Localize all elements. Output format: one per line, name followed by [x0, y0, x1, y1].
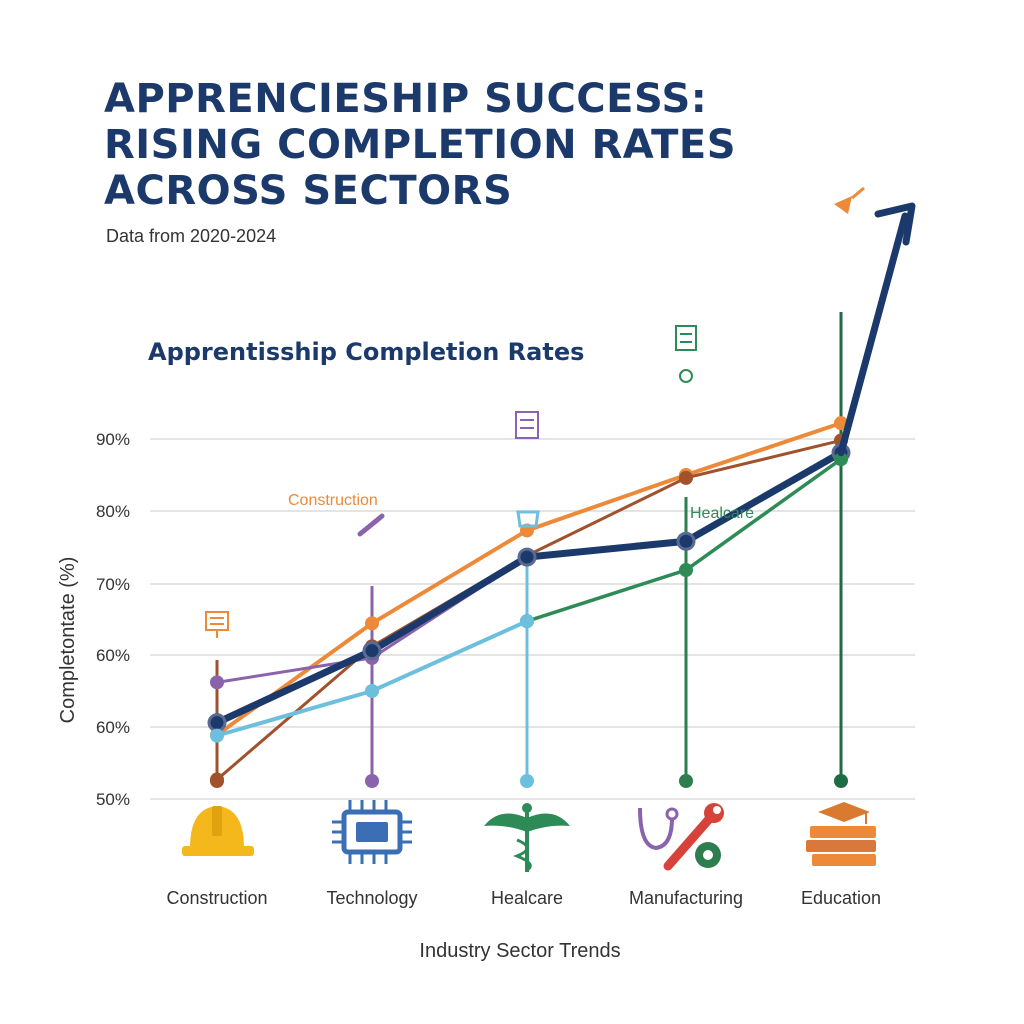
baseline-marker: [520, 774, 534, 788]
x-tick-label: Construction: [166, 888, 267, 908]
y-tick-label: 60%: [96, 646, 130, 665]
y-tick-label: 50%: [96, 790, 130, 809]
subtitle: Data from 2020-2024: [106, 226, 277, 246]
data-point: [834, 452, 848, 467]
monitor-icon: [675, 325, 697, 383]
y-tick-label: 90%: [96, 430, 130, 449]
pencil-icon: [357, 513, 385, 537]
data-point: [679, 470, 693, 485]
data-point: [365, 684, 379, 698]
data-point: [676, 531, 696, 551]
chart-title: Apprentisship Completion Rates: [148, 338, 585, 366]
baseline-marker: [365, 774, 379, 788]
x-tick-label: Healcare: [491, 888, 563, 908]
cup-icon: [516, 510, 540, 528]
data-point: [365, 616, 379, 631]
stethoscope-wrench-gear-icon: [638, 803, 724, 871]
x-tick-label: Manufacturing: [629, 888, 743, 908]
data-point: [210, 728, 224, 743]
y-axis-title: Completontate (%): [57, 557, 79, 724]
baseline-marker: [679, 774, 693, 788]
data-point: [679, 563, 693, 578]
data-point: [520, 614, 534, 629]
data-point: [517, 547, 537, 567]
x-axis-title: Industry Sector Trends: [419, 940, 621, 962]
main-title: APPRENCIESHIP SUCCESS: RISING COMPLETION…: [104, 76, 737, 214]
x-tick-label: Education: [801, 888, 881, 908]
trend-arrow-head: [874, 202, 916, 246]
data-point: [210, 772, 224, 787]
series-labels: Construction Healcare: [288, 492, 754, 522]
trend-arrow: [837, 202, 916, 457]
data-point: [207, 713, 227, 733]
y-tick-labels: 50% 60% 60% 70% 80% 90%: [96, 430, 130, 809]
x-tick-label: Technology: [326, 888, 417, 908]
server-icon: [205, 611, 229, 638]
series-label: Healcare: [690, 505, 754, 522]
microchip-icon: [332, 800, 412, 864]
server-icon: [515, 411, 539, 439]
series-lines: [207, 416, 851, 787]
x-tick-labels: Construction Technology Healcare Manufactur…: [166, 888, 881, 908]
y-tick-label: 60%: [96, 718, 130, 737]
data-point: [210, 675, 224, 690]
caduceus-icon: [484, 803, 570, 872]
series-line: [215, 421, 843, 737]
trend-arrow-shaft: [837, 212, 909, 457]
series-label: Construction: [288, 492, 378, 509]
y-tick-label: 80%: [96, 502, 130, 521]
baseline-marker: [834, 774, 848, 788]
hard-hat-icon: [182, 806, 254, 856]
data-point: [362, 641, 382, 661]
y-tick-label: 70%: [96, 575, 130, 594]
title-block: APPRENCIESHIP SUCCESS: RISING COMPLETION…: [104, 76, 744, 247]
trowel-icon: [834, 186, 865, 214]
books-graduation-cap-icon: [806, 802, 876, 866]
